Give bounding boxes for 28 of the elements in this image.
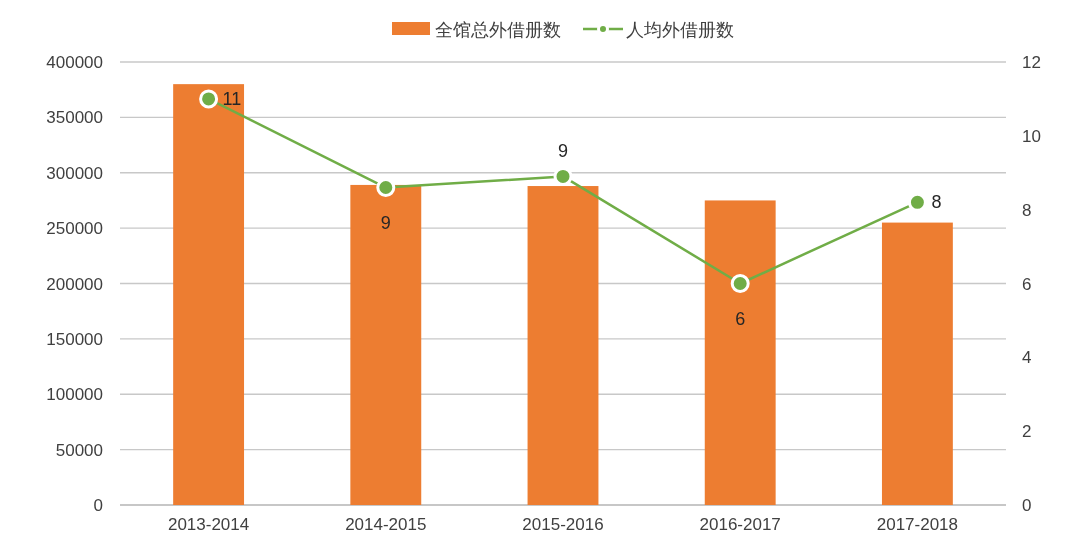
y-tick: 50000 <box>55 440 103 460</box>
legend-text: 人均外借册数 <box>626 20 734 40</box>
y-tick: 0 <box>93 496 103 515</box>
data-label: 6 <box>735 308 746 329</box>
y2-tick: 2 <box>1022 422 1032 442</box>
y2-tick: 8 <box>1022 200 1032 220</box>
y2-tick: 0 <box>1022 496 1032 515</box>
y-tick: 250000 <box>46 219 103 239</box>
x-tick: 2015-2016 <box>522 515 604 534</box>
y-tick: 100000 <box>46 385 103 405</box>
y2-tick: 6 <box>1022 274 1032 294</box>
x-tick: 2013-2014 <box>167 515 250 534</box>
y-tick: 300000 <box>46 163 103 183</box>
y-tick: 200000 <box>46 274 103 294</box>
x-tick: 2014-2015 <box>345 515 427 534</box>
y-tick: 150000 <box>46 329 103 349</box>
data-label: 8 <box>931 192 942 213</box>
y2-tick: 10 <box>1022 126 1041 146</box>
data-label: 9 <box>380 212 391 233</box>
y-tick: 400000 <box>46 53 103 72</box>
data-label: 11 <box>222 88 242 109</box>
x-tick: 2016-2017 <box>699 515 781 534</box>
x-tick: 2017-2018 <box>876 515 959 534</box>
legend-text: 全馆总外借册数 <box>435 20 561 40</box>
y-tick: 350000 <box>46 108 103 128</box>
y2-tick: 12 <box>1022 53 1041 72</box>
y2-tick: 4 <box>1022 348 1032 368</box>
data-label: 9 <box>558 141 568 162</box>
